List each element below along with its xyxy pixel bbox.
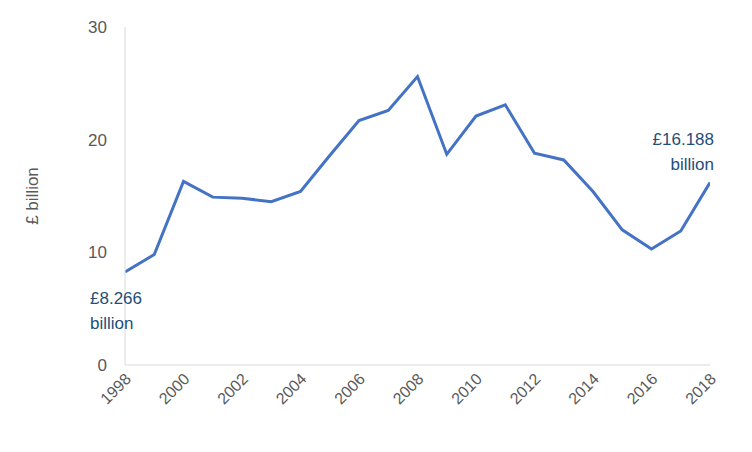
svg-text:2000: 2000 <box>156 370 193 407</box>
svg-text:10: 10 <box>88 243 107 262</box>
svg-text:2014: 2014 <box>565 370 602 407</box>
svg-text:£8.266billion: £8.266billion <box>90 289 142 333</box>
svg-text:£16.188billion: £16.188billion <box>653 130 714 174</box>
svg-text:2006: 2006 <box>331 370 368 407</box>
svg-text:2010: 2010 <box>448 370 485 407</box>
svg-text:30: 30 <box>88 18 107 37</box>
svg-text:0: 0 <box>98 356 107 375</box>
svg-text:2008: 2008 <box>390 370 427 407</box>
svg-text:2002: 2002 <box>214 370 251 407</box>
svg-text:1998: 1998 <box>97 370 134 407</box>
svg-text:2004: 2004 <box>273 370 310 407</box>
svg-text:2018: 2018 <box>682 370 719 407</box>
svg-text:£ billion: £ billion <box>23 167 42 225</box>
svg-text:2016: 2016 <box>624 370 661 407</box>
svg-text:20: 20 <box>88 131 107 150</box>
svg-text:2012: 2012 <box>507 370 544 407</box>
